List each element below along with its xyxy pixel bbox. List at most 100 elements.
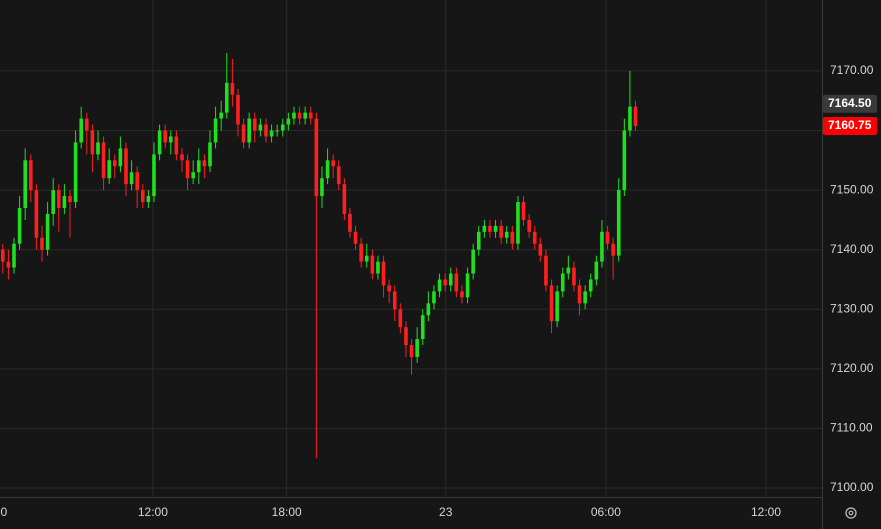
y-tick-label: 7170.00 [830, 63, 874, 77]
candle-body [168, 136, 173, 143]
candle-body [23, 160, 27, 208]
candle-body [213, 118, 218, 143]
candle-body [392, 291, 397, 310]
price-marker-box [823, 94, 877, 113]
candle-body [62, 196, 67, 208]
candle-body [135, 172, 139, 191]
price-marker-label: 7164.50 [828, 96, 872, 110]
candle-body [297, 112, 302, 119]
candle-body [258, 124, 263, 131]
candle-body [129, 172, 134, 185]
candle-body [532, 231, 537, 244]
candle-body [544, 255, 548, 286]
candle-body [398, 309, 403, 328]
candle-body [241, 124, 246, 143]
candle-body [521, 202, 526, 220]
candle-body [275, 130, 279, 132]
candle-body [538, 243, 543, 256]
candle-body [415, 339, 419, 357]
candle-body [17, 207, 22, 244]
candle-body [409, 345, 414, 357]
x-tick-label: 23 [439, 505, 453, 519]
candle-body [364, 255, 369, 262]
candle-body [107, 160, 111, 179]
candle-body [320, 178, 324, 197]
candle-body [342, 184, 347, 214]
candle-body [90, 130, 95, 155]
candle-body [499, 225, 503, 238]
candle-body [611, 243, 615, 256]
y-tick-label: 7140.00 [830, 242, 874, 256]
candle-body [219, 112, 223, 119]
axes: 7100.00 7110.00 7120.00 7130.00 7140.00 7150.… [0, 63, 877, 519]
settings-icon-core [848, 510, 854, 516]
candle-body [185, 160, 190, 179]
candle-body [264, 124, 268, 137]
candle-body [303, 112, 307, 119]
y-tick-label: 7100.00 [830, 480, 874, 494]
candle-body [191, 172, 195, 179]
candle-body [252, 118, 257, 131]
candle-body [516, 202, 520, 244]
y-tick-label: 7120.00 [830, 361, 874, 375]
candle-body [488, 225, 492, 232]
candle-body [605, 231, 610, 244]
candle-body [560, 273, 565, 292]
y-tick-label: 7110.00 [830, 421, 873, 435]
candle-body [527, 219, 531, 232]
candle-body [600, 231, 604, 262]
candle-body [146, 196, 151, 203]
candle-body [504, 231, 509, 238]
candle-body [325, 160, 330, 179]
candle-body [247, 118, 251, 143]
candle-body [628, 106, 632, 131]
candle-body [112, 160, 117, 167]
candle-body [118, 148, 123, 167]
candle-body [588, 279, 593, 292]
candle-body [348, 213, 352, 232]
candle-body [566, 267, 571, 274]
candle-body [230, 82, 235, 95]
settings-icon[interactable] [845, 507, 857, 519]
candle-body [79, 118, 83, 143]
plot-area [0, 53, 638, 459]
candle-body [387, 285, 391, 292]
candle-body [236, 94, 240, 125]
candle-body [51, 190, 55, 214]
price-marker-box [823, 117, 877, 136]
candle-body [124, 148, 128, 185]
candle-body [437, 279, 442, 292]
candle-body [157, 130, 162, 155]
candle-body [224, 82, 229, 113]
candle-body [359, 243, 363, 262]
candle-body [308, 112, 313, 119]
x-tick-label: 06:00 [0, 505, 8, 519]
candle-body [572, 267, 576, 286]
y-tick-label: 7150.00 [830, 182, 874, 196]
candle-body [370, 255, 375, 274]
settings-button[interactable] [845, 507, 857, 519]
x-tick-label: 12:00 [751, 505, 781, 519]
candle-body [152, 154, 156, 197]
candle-body [84, 118, 89, 131]
candle-body [471, 249, 475, 274]
candle-body [353, 231, 358, 244]
candle-body [6, 261, 11, 268]
candle-body [331, 160, 335, 167]
candle-body [555, 291, 559, 322]
candle-body [622, 130, 627, 191]
candle-body [454, 273, 459, 292]
candle-body [68, 196, 72, 203]
candle-body [180, 154, 184, 161]
y-tick-label: 7130.00 [830, 301, 874, 315]
candle-body [460, 291, 464, 298]
x-tick-label: 18:00 [272, 505, 302, 519]
candle-body [376, 261, 380, 274]
candle-body [476, 231, 481, 250]
candle-body [404, 327, 408, 346]
candle-body [163, 130, 167, 143]
candle-body [493, 225, 498, 232]
candle-body [28, 160, 33, 191]
candle-body [45, 213, 50, 250]
